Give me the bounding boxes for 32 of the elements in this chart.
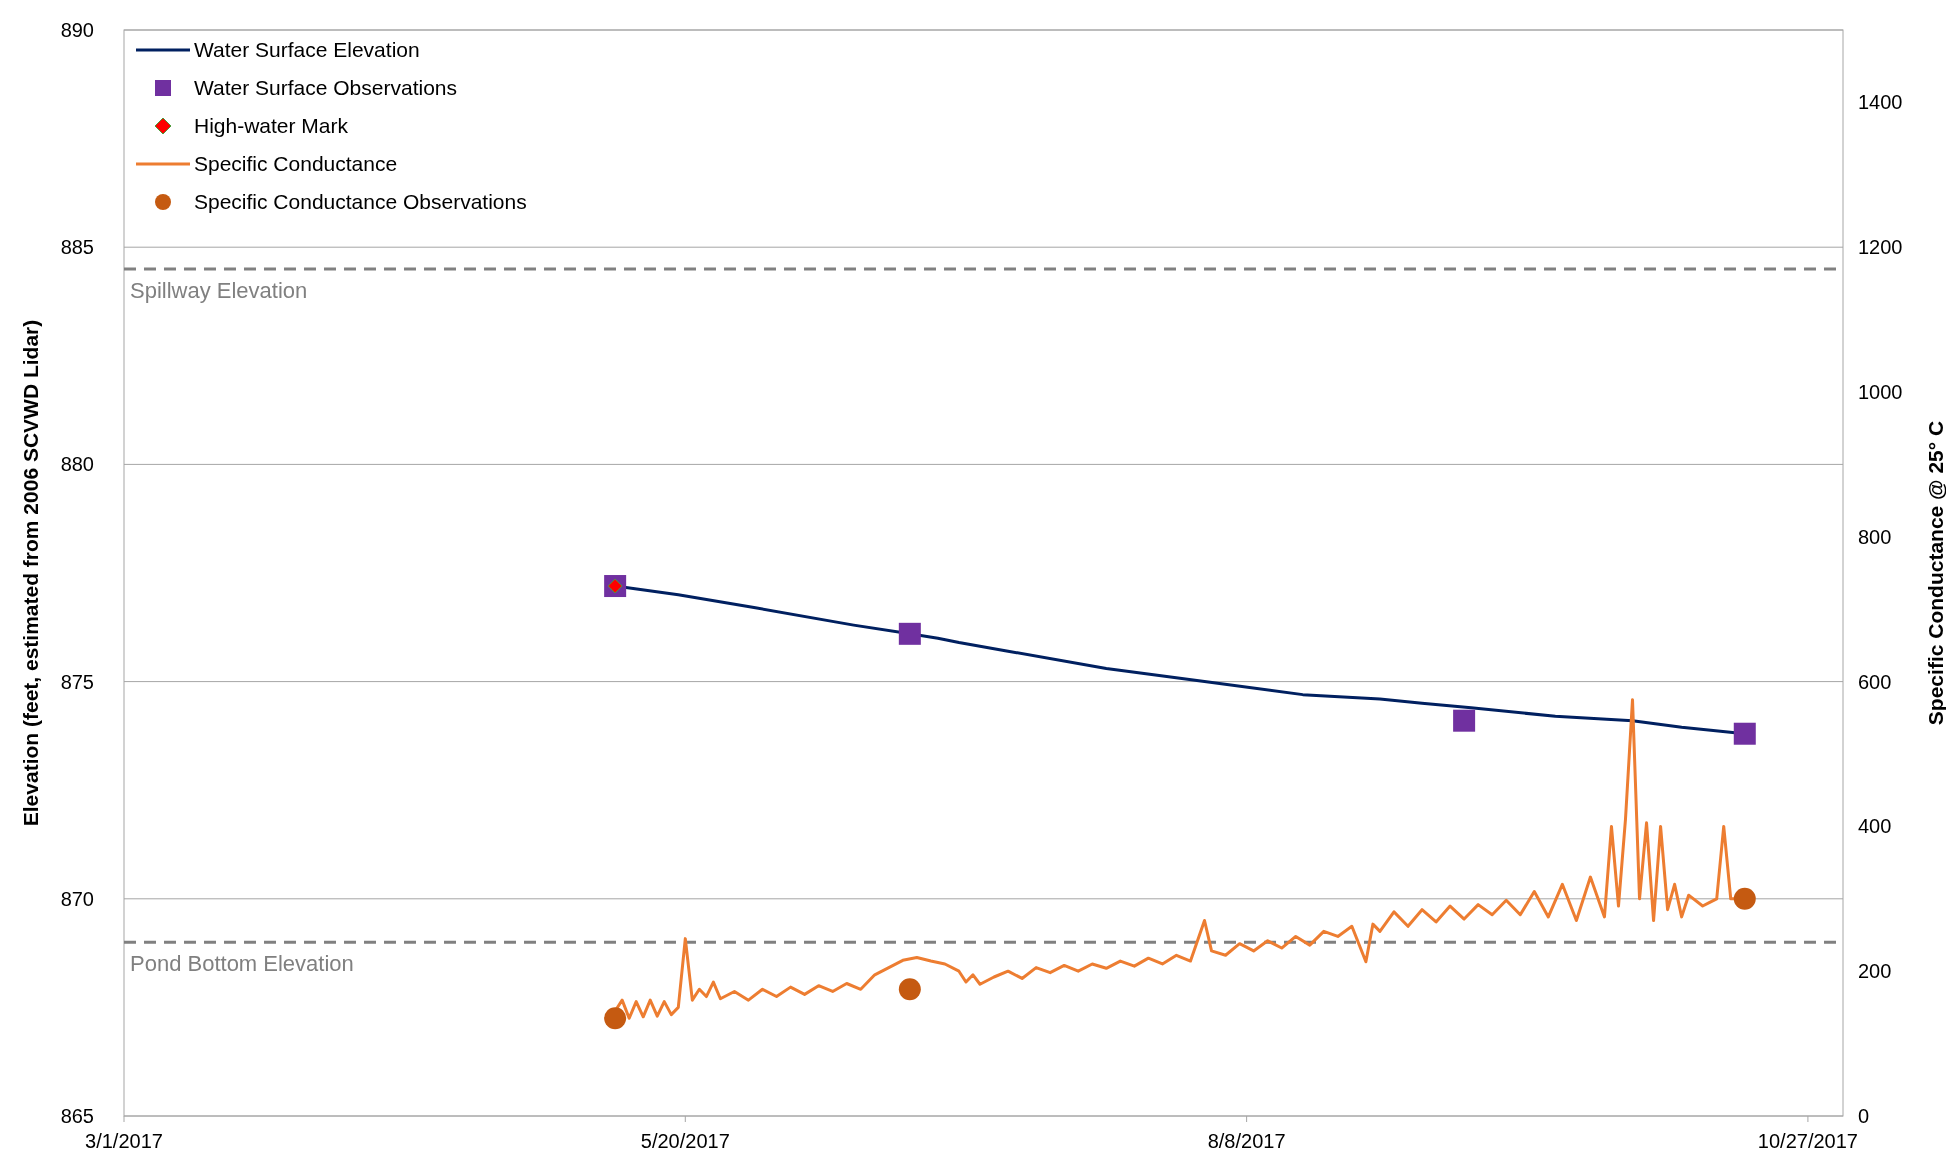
y-tick-label: 865 — [60, 1105, 94, 1127]
ref-line-label: Pond Bottom Elevation — [130, 951, 354, 977]
point — [898, 978, 921, 1001]
legend-label: Specific Conductance — [194, 152, 398, 175]
point — [1733, 722, 1756, 745]
ref-line-label: Spillway Elevation — [130, 277, 308, 303]
y-tick-label: 870 — [60, 887, 94, 910]
y2-tick-label: 800 — [1858, 525, 1892, 548]
y-tick-label: 890 — [60, 19, 94, 41]
y2-tick-label: 400 — [1858, 815, 1892, 838]
y-tick-label: 875 — [60, 670, 94, 693]
x-tick-label: 3/1/2017 — [85, 1130, 163, 1152]
point — [604, 1007, 627, 1030]
legend-label: High-water Mark — [194, 114, 349, 137]
point — [1733, 887, 1756, 910]
y2-tick-label: 1000 — [1858, 381, 1903, 403]
legend-label: Water Surface Elevation — [194, 38, 420, 61]
y-tick-label: 885 — [60, 236, 94, 259]
y-tick-label: 880 — [60, 453, 94, 476]
y2-tick-label: 600 — [1858, 670, 1892, 693]
y-axis-title: Elevation (feet, estimated from 2006 SCVWD Lidar) — [19, 319, 42, 827]
y2-tick-label: 1400 — [1858, 91, 1903, 114]
point — [898, 622, 921, 645]
x-tick-label: 8/8/2017 — [1207, 1130, 1286, 1152]
legend-label: Water Surface Observations — [194, 76, 457, 99]
y2-tick-label: 200 — [1858, 960, 1892, 983]
y2-tick-label: 0 — [1858, 1105, 1870, 1127]
legend-label: Specific Conductance Observations — [194, 190, 527, 213]
point — [1453, 709, 1476, 732]
y2-tick-label: 1200 — [1858, 236, 1903, 259]
x-tick-label: 10/27/2017 — [1757, 1130, 1858, 1152]
x-tick-label: 5/20/2017 — [640, 1130, 730, 1152]
